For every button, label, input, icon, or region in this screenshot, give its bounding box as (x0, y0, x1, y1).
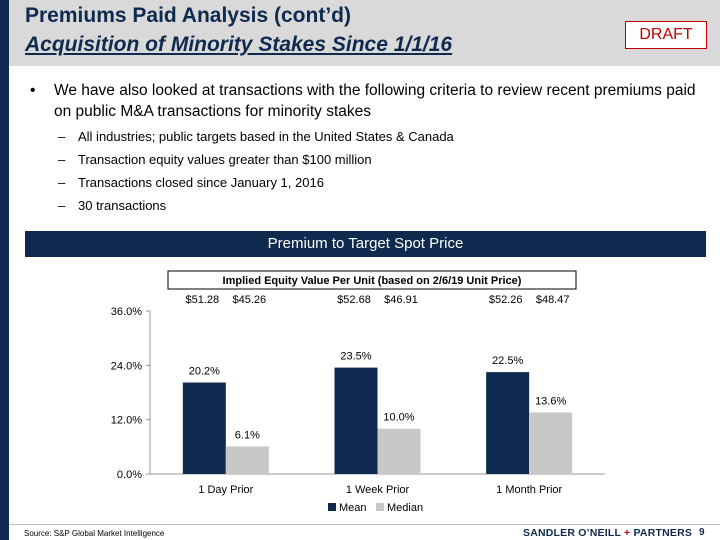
chart-banner: Premium to Target Spot Price (25, 231, 706, 257)
premium-bar-chart: Implied Equity Value Per Unit (based on … (111, 270, 605, 514)
source-note: Source: S&P Global Market Intelligence (24, 529, 165, 538)
bullet-dot-icon: • (30, 82, 36, 99)
implied-unit-value: $52.68 (337, 294, 371, 306)
x-category-label: 1 Month Prior (496, 484, 562, 496)
firm-name: SANDLER O’NEILL (523, 527, 621, 539)
sub-bullet-text: Transaction equity values greater than $… (78, 152, 372, 167)
y-tick-label: 12.0% (111, 415, 142, 427)
implied-unit-value: $51.28 (186, 294, 220, 306)
sub-bullet: – Transaction equity values greater than… (30, 152, 710, 168)
dash-icon: – (58, 198, 66, 213)
main-bullet: • We have also looked at transactions wi… (30, 80, 710, 122)
sub-bullet-text: 30 transactions (78, 198, 167, 213)
bar-median (377, 428, 421, 474)
dash-icon: – (58, 152, 66, 167)
sub-bullet: – All industries; public targets based i… (30, 129, 710, 145)
firm-plus: + (620, 527, 634, 539)
draft-badge: DRAFT (625, 21, 707, 49)
x-category-label: 1 Week Prior (346, 484, 410, 496)
main-bullet-text: We have also looked at transactions with… (54, 82, 696, 120)
bar-mean (182, 382, 226, 474)
criteria-bullets: • We have also looked at transactions wi… (30, 80, 710, 214)
implied-unit-value: $45.26 (233, 294, 267, 306)
y-tick-label: 0.0% (117, 469, 142, 481)
footer-divider (9, 524, 720, 525)
bar-mean (334, 367, 378, 474)
bar-data-label: 20.2% (189, 366, 220, 378)
page-subtitle: Acquisition of Minority Stakes Since 1/1… (25, 33, 453, 56)
implied-unit-value: $48.47 (536, 294, 570, 306)
legend-swatch-mean (328, 503, 336, 511)
sub-bullet: – Transactions closed since January 1, 2… (30, 175, 710, 191)
sub-bullet: – 30 transactions (30, 198, 710, 214)
legend-swatch-median (376, 503, 384, 511)
bar-median (529, 412, 573, 474)
sub-bullet-text: All industries; public targets based in … (78, 129, 454, 144)
legend-label: Mean (339, 502, 367, 514)
dash-icon: – (58, 175, 66, 190)
legend-label: Median (387, 502, 423, 514)
implied-value-header: Implied Equity Value Per Unit (based on … (223, 275, 522, 287)
bar-data-label: 22.5% (492, 355, 523, 367)
bar-mean (486, 372, 530, 474)
page-title: Premiums Paid Analysis (cont’d) (25, 4, 351, 27)
title-header: Premiums Paid Analysis (cont’d) Acquisit… (9, 0, 720, 66)
bar-data-label: 23.5% (340, 351, 371, 363)
y-tick-label: 36.0% (111, 306, 142, 318)
x-category-label: 1 Day Prior (198, 484, 253, 496)
firm-name-partners: PARTNERS (633, 527, 693, 539)
dash-icon: – (58, 129, 66, 144)
y-tick-label: 24.0% (111, 360, 142, 372)
firm-logo: SANDLER O’NEILL + PARTNERS (523, 527, 692, 539)
bar-data-label: 13.6% (535, 395, 566, 407)
sub-bullet-text: Transactions closed since January 1, 201… (78, 175, 324, 190)
bar-data-label: 6.1% (235, 429, 260, 441)
bar-median (225, 446, 269, 474)
implied-unit-value: $46.91 (384, 294, 418, 306)
bar-data-label: 10.0% (383, 412, 414, 424)
implied-unit-value: $52.26 (489, 294, 523, 306)
page-number: 9 (699, 527, 705, 538)
implied-value-header-box (167, 270, 577, 290)
left-accent-stripe (0, 0, 9, 540)
